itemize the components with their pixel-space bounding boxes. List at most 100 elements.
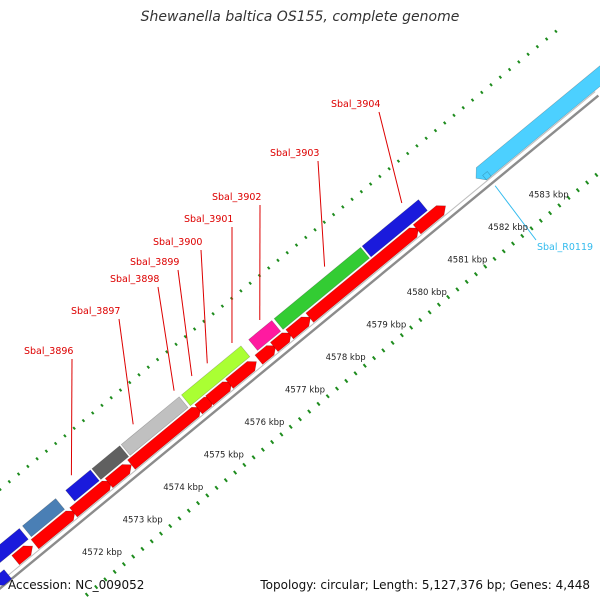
- ruler-tick: [53, 441, 58, 446]
- cds-arrow: [30, 510, 76, 550]
- ruler-tick: [341, 205, 345, 209]
- ruler-tick: [390, 340, 395, 346]
- cds-arrow: [0, 569, 13, 586]
- ruler-tick: [483, 264, 488, 269]
- gene-label: Sbal_3904: [331, 99, 380, 110]
- forward-ruler-ticks: [0, 29, 558, 492]
- cog-block: [273, 246, 370, 330]
- ruler-tick-label: 4574 kbp: [163, 483, 203, 493]
- cog-block: [91, 445, 130, 480]
- ruler-tick: [7, 479, 12, 484]
- ruler-tick: [195, 500, 201, 506]
- ruler-tick: [557, 203, 562, 208]
- ruler-tick: [396, 159, 401, 163]
- ruler-tick: [442, 121, 447, 125]
- ruler-tick: [279, 432, 284, 437]
- ruler-tick: [112, 569, 117, 574]
- ruler-tick: [242, 462, 247, 468]
- leader-line: [378, 111, 403, 204]
- ruler-tick: [526, 52, 530, 57]
- ruler-tick: [100, 403, 104, 408]
- ruler-tick: [294, 243, 299, 247]
- reverse-ruler-ticks: [84, 172, 599, 597]
- ruler-tick: [529, 226, 534, 231]
- ruler-tick: [288, 424, 293, 429]
- rna-label: Sbal_R0119: [537, 242, 593, 253]
- features-layer: [0, 65, 600, 586]
- ruler-tick: [158, 531, 164, 536]
- ruler-tick-label: 4573 kbp: [123, 516, 163, 526]
- ruler-tick: [334, 386, 340, 391]
- ruler-tick: [233, 470, 238, 475]
- ruler-tick: [84, 592, 89, 597]
- ruler-tick: [331, 212, 336, 217]
- ruler-tick: [131, 554, 136, 559]
- leader-line: [70, 358, 73, 476]
- ruler-tick: [415, 144, 419, 148]
- ruler-tick: [554, 29, 558, 34]
- cog-block: [65, 469, 100, 502]
- ruler-tick-label: 4583 kbp: [529, 191, 569, 201]
- cds-arrow: [412, 205, 446, 235]
- ruler-tick: [372, 355, 377, 361]
- leader-line: [200, 249, 208, 364]
- cds-arrow: [285, 316, 311, 340]
- ruler-tick: [424, 136, 428, 141]
- ruler-tick: [155, 357, 160, 362]
- ruler-tick: [270, 439, 275, 445]
- ruler-tick: [387, 166, 391, 171]
- ruler-tick: [446, 294, 451, 300]
- ruler-tick: [140, 546, 145, 552]
- ruler-tick: [507, 67, 512, 72]
- cds-arrow: [269, 332, 292, 353]
- rna-feature: [482, 171, 492, 181]
- gene-label: Sbal_3903: [270, 148, 319, 159]
- cds-arrow: [104, 464, 132, 489]
- leader-line: [157, 286, 175, 391]
- labels-layer: Sbal_3896 Sbal_3897 Sbal_3898 Sbal_3899 Sbal…: [24, 99, 593, 476]
- cog-block: [22, 498, 65, 538]
- ruler-tick: [418, 317, 423, 323]
- ruler-tick: [492, 256, 497, 262]
- ruler-tick: [470, 98, 475, 102]
- backbone-line: [0, 94, 600, 591]
- leader-line: [177, 269, 193, 377]
- ruler-tick: [520, 233, 525, 239]
- cog-block: [120, 396, 189, 456]
- leader-line: [494, 185, 537, 241]
- ruler-tick: [535, 44, 540, 49]
- backbone-line: [0, 91, 596, 583]
- ruler-tick: [473, 271, 478, 277]
- ruler-tick: [544, 37, 549, 41]
- ruler-tick: [489, 83, 493, 87]
- ruler-tick-label: 4578 kbp: [326, 353, 366, 363]
- cds-arrow: [205, 381, 233, 406]
- ruler-tick: [297, 416, 302, 422]
- ruler-tick: [510, 241, 516, 246]
- ruler-tick: [585, 180, 590, 185]
- ruler-tick: [566, 195, 571, 201]
- gene-label: Sbal_3899: [130, 257, 179, 268]
- gene-label: Sbal_3896: [24, 346, 73, 357]
- ruler-tick: [177, 516, 182, 521]
- cds-arrow: [11, 545, 33, 566]
- ruler-tick: [461, 105, 465, 110]
- ruler-tick: [0, 487, 2, 492]
- genome-summary-text: Topology: circular; Length: 5,127,376 bp…: [260, 578, 590, 592]
- ruler-tick: [548, 210, 553, 216]
- ruler-tick: [409, 325, 414, 330]
- ruler-tick: [186, 508, 191, 513]
- ruler-tick-label: 4577 kbp: [285, 386, 325, 396]
- ruler-tick: [266, 266, 271, 270]
- ruler-tick: [362, 363, 367, 368]
- ruler-tick: [517, 60, 521, 64]
- ruler-tick: [128, 380, 132, 385]
- ruler-tick: [344, 378, 349, 384]
- cds-arrow: [305, 227, 419, 323]
- gene-label: Sbal_3900: [153, 237, 202, 248]
- ruler-tick: [350, 197, 354, 202]
- ruler-tick: [480, 90, 484, 95]
- ruler-tick-label: 4576 kbp: [244, 418, 284, 428]
- ruler-tick: [359, 189, 364, 194]
- ruler-tick: [192, 327, 197, 331]
